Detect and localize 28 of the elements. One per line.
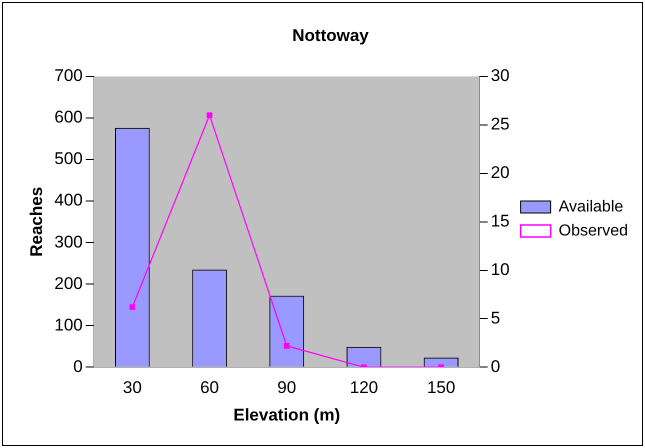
y-tick-label: 300 xyxy=(54,232,83,252)
y-tick-label: 100 xyxy=(54,315,83,334)
y-tick-label: 0 xyxy=(73,356,83,376)
legend-label: Available xyxy=(558,198,624,216)
y2-tick-label: 30 xyxy=(490,66,510,86)
x-tick-label: 60 xyxy=(200,378,220,398)
y2-tick-label: 0 xyxy=(490,356,500,376)
chart-title: Nottoway xyxy=(292,26,370,45)
y-tick-label: 600 xyxy=(54,108,83,127)
y-tick-label: 500 xyxy=(54,149,83,168)
point xyxy=(206,112,212,118)
y-tick-label: 400 xyxy=(54,190,83,210)
x-tick-label: 120 xyxy=(350,378,378,398)
y2-tick-label: 20 xyxy=(490,163,510,182)
y2-tick-label: 10 xyxy=(490,260,510,279)
legend-label: Observed xyxy=(558,222,628,240)
y2-tick-label: 15 xyxy=(490,211,510,230)
point xyxy=(284,343,290,349)
y2-tick-label: 5 xyxy=(490,308,500,328)
x-tick-label: 150 xyxy=(426,378,456,398)
y2-tick-label: 25 xyxy=(490,114,510,134)
x-axis-title: Elevation (m) xyxy=(233,405,340,424)
point xyxy=(130,304,136,310)
y-axis-title: Reaches xyxy=(26,186,46,257)
y-tick-label: 700 xyxy=(54,66,83,86)
x-tick-label: 90 xyxy=(277,378,296,398)
y-tick-label: 200 xyxy=(54,274,83,293)
x-tick-label: 30 xyxy=(122,378,142,398)
